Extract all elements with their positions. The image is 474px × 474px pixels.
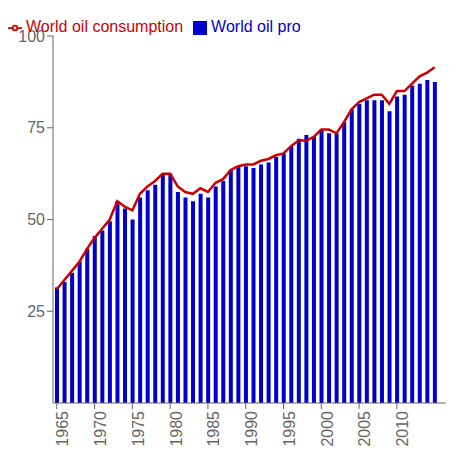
svg-text:2000: 2000 [319,411,336,447]
html-text:World oil pro: World oil pro [211,18,301,35]
html-text:World oil consumption: World oil consumption [26,18,184,35]
svg-text:1990: 1990 [243,411,260,447]
svg-text:1970: 1970 [92,411,109,447]
svg-text:1975: 1975 [130,411,147,447]
svg-text:25: 25 [27,303,45,320]
svg-text:50: 50 [27,211,45,228]
svg-text:100: 100 [18,28,45,45]
svg-text:75: 75 [27,119,45,136]
svg-text:2005: 2005 [356,411,373,447]
svg-text:1980: 1980 [168,411,185,447]
svg-text:2010: 2010 [394,411,411,447]
svg-text:1965: 1965 [54,411,71,447]
svg-text:1995: 1995 [281,411,298,447]
svg-text:1985: 1985 [205,411,222,447]
